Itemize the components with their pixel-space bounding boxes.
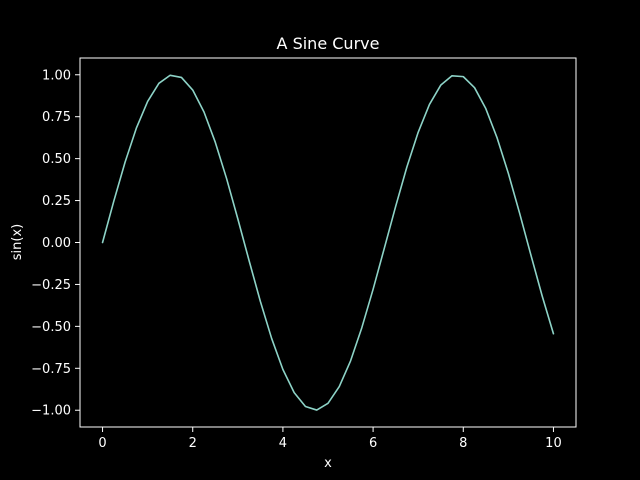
- sine-series-line: [101, 74, 555, 411]
- y-tick-label: −0.75: [31, 362, 71, 377]
- y-tick-label: −0.50: [31, 320, 71, 335]
- y-tick-label: −0.25: [31, 278, 71, 293]
- x-tick-label: 6: [369, 436, 377, 451]
- y-tick-label: 0.75: [42, 110, 71, 125]
- y-tick-label: 1.00: [42, 68, 71, 83]
- x-axis-label: x: [324, 456, 332, 471]
- x-tick-label: 2: [189, 436, 197, 451]
- x-tick-label: 4: [279, 436, 287, 451]
- y-axis-label: sin(x): [10, 224, 25, 260]
- y-tick-label: 0.00: [42, 236, 71, 251]
- y-tick-label: −1.00: [31, 404, 71, 419]
- series-layer: [101, 74, 555, 411]
- chart-title: A Sine Curve: [277, 34, 380, 53]
- y-tick-label: 0.25: [42, 194, 71, 209]
- x-tick-label: 10: [545, 436, 562, 451]
- x-tick-label: 8: [459, 436, 467, 451]
- y-tick-label: 0.50: [42, 152, 71, 167]
- x-tick-label: 0: [98, 436, 106, 451]
- ticks-layer: 0 2 4 6 8 10 −1.00 −0.75 −0.50 −0.25 0.00 0.25 0.50 0…: [31, 68, 562, 451]
- plot-frame: [79, 57, 577, 428]
